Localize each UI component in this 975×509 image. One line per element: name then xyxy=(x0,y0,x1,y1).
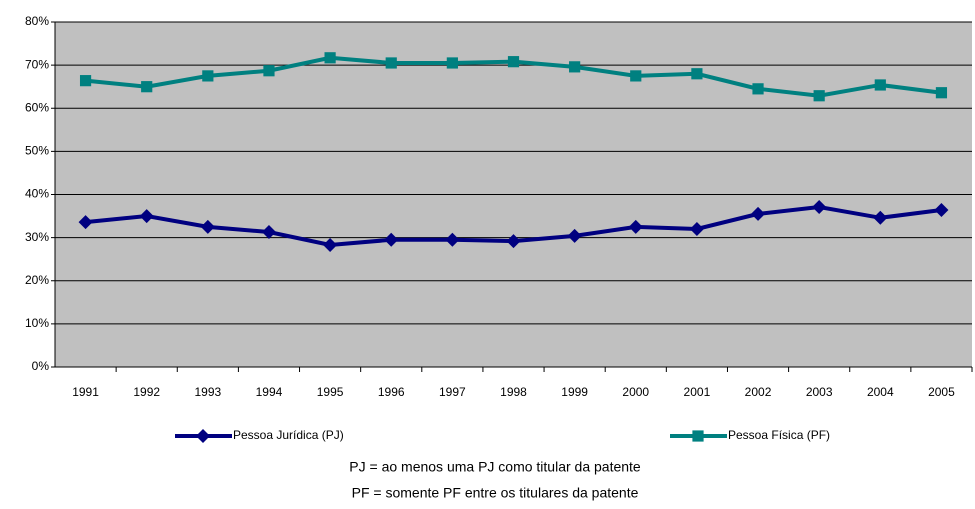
x-tick-label: 2005 xyxy=(928,385,955,399)
x-tick-label: 1997 xyxy=(439,385,466,399)
data-point xyxy=(507,56,520,68)
x-tick-label: 2003 xyxy=(806,385,833,399)
data-point xyxy=(630,70,642,82)
data-point xyxy=(751,206,766,221)
data-point xyxy=(323,237,338,252)
data-point xyxy=(934,203,949,218)
data-point xyxy=(567,228,582,243)
x-tick-label: 1995 xyxy=(317,385,344,399)
y-tick-label: 10% xyxy=(25,316,49,330)
annotation: PJ = ao menos uma PJ como titular da pat… xyxy=(349,459,641,475)
data-point xyxy=(569,61,581,73)
data-point xyxy=(385,57,397,69)
data-point xyxy=(261,225,276,240)
annotation: PF = somente PF entre os titulares da pa… xyxy=(352,485,639,501)
x-tick-label: 1992 xyxy=(133,385,160,399)
y-tick-label: 80% xyxy=(25,14,49,28)
data-point xyxy=(812,200,827,215)
y-tick-label: 20% xyxy=(25,273,49,287)
x-tick-label: 1998 xyxy=(500,385,527,399)
legend-marker xyxy=(196,429,210,443)
y-tick-label: 50% xyxy=(25,144,49,158)
data-point xyxy=(79,75,92,87)
data-point xyxy=(384,232,399,247)
data-point xyxy=(935,87,948,99)
y-tick-label: 30% xyxy=(25,230,49,244)
data-point xyxy=(263,65,275,77)
x-tick-label: 1996 xyxy=(378,385,405,399)
data-point xyxy=(506,234,521,249)
data-point xyxy=(873,210,888,225)
y-tick-label: 0% xyxy=(32,359,50,373)
x-tick-label: 1991 xyxy=(72,385,99,399)
data-point xyxy=(200,219,215,234)
x-tick-label: 1994 xyxy=(256,385,283,399)
x-tick-label: 2001 xyxy=(684,385,711,399)
legend-marker xyxy=(692,430,704,442)
x-tick-label: 1993 xyxy=(194,385,221,399)
data-point xyxy=(446,57,458,69)
x-tick-label: 2002 xyxy=(745,385,772,399)
data-point xyxy=(139,209,154,224)
y-tick-label: 60% xyxy=(25,100,49,114)
data-point xyxy=(874,79,886,91)
y-tick-label: 70% xyxy=(25,57,49,71)
data-point xyxy=(202,70,214,82)
legend-label: Pessoa Jurídica (PJ) xyxy=(233,428,344,442)
legend-label: Pessoa Física (PF) xyxy=(728,428,830,442)
data-point xyxy=(689,222,704,236)
x-tick-label: 2004 xyxy=(867,385,894,399)
data-point xyxy=(752,83,764,95)
data-point xyxy=(141,81,153,93)
data-point xyxy=(445,232,460,247)
data-point xyxy=(324,52,336,64)
x-tick-label: 1999 xyxy=(561,385,588,399)
data-point xyxy=(813,90,825,102)
x-tick-label: 2000 xyxy=(622,385,649,399)
data-point xyxy=(691,68,703,80)
data-point xyxy=(78,215,93,230)
data-point xyxy=(628,219,643,234)
y-tick-label: 40% xyxy=(25,187,49,201)
